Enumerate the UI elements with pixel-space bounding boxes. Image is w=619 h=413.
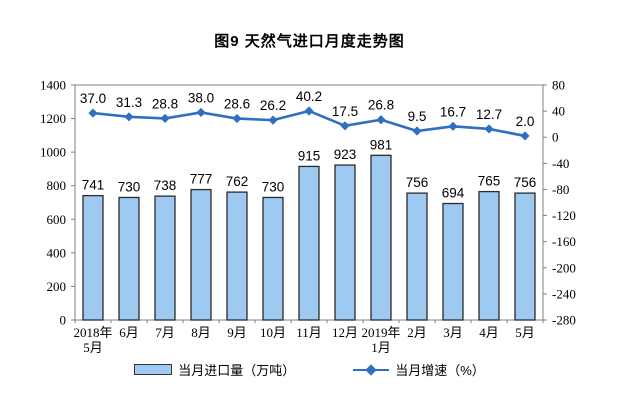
x-axis-label: 6月: [119, 325, 139, 340]
line-value-label: 9.5: [408, 109, 427, 124]
legend: 当月进口量（万吨） 当月增速（%）: [0, 360, 619, 379]
left-axis-tick-label: 400: [47, 245, 67, 260]
left-axis-tick-label: 1400: [40, 78, 66, 93]
legend-growth-label: 当月增速（%）: [395, 363, 485, 378]
right-axis-tick-label: -240: [552, 286, 576, 301]
bar-8: [370, 154, 392, 321]
x-axis-label: 11月: [296, 325, 322, 340]
bar-value-label: 765: [478, 174, 501, 189]
line-value-label: 37.0: [80, 91, 106, 106]
diamond-marker-icon: [88, 108, 98, 118]
right-axis-tick-label: 0: [552, 130, 559, 145]
bar-value-label: 756: [514, 175, 537, 190]
diamond-marker-icon: [232, 113, 242, 124]
bar-value-label: 756: [406, 175, 429, 190]
bar-11: [478, 190, 500, 321]
bar-3: [190, 188, 212, 321]
bar-1: [118, 196, 140, 321]
left-axis-tick-label: 800: [47, 178, 67, 193]
bar-value-label: 730: [118, 179, 141, 194]
bar-5: [262, 196, 284, 321]
x-axis-label: 3月: [443, 325, 463, 340]
line-value-label: 26.8: [368, 98, 394, 113]
diamond-marker-icon: [365, 363, 377, 376]
bar-7: [334, 164, 356, 321]
right-axis-tick-label: -280: [552, 313, 576, 328]
x-axis-label: 7月: [155, 325, 175, 340]
line-value-label: 31.3: [116, 95, 142, 110]
diamond-marker-icon: [520, 131, 530, 141]
diamond-marker-icon: [268, 115, 278, 125]
line-value-label: 26.2: [260, 98, 286, 113]
right-axis-tick-label: 40: [552, 104, 565, 119]
chart-title: 图9 天然气进口月度走势图: [214, 33, 405, 50]
bar-0: [82, 194, 104, 321]
diamond-marker-icon: [124, 112, 134, 122]
line-value-label: 40.2: [296, 89, 322, 104]
line-value-label: 28.8: [152, 96, 178, 111]
left-axis-tick-label: 600: [47, 212, 67, 227]
legend-imports-label: 当月进口量（万吨）: [178, 363, 296, 378]
x-axis-label: 10月: [260, 325, 286, 340]
bar-value-label: 762: [226, 174, 249, 189]
bar-value-label: 923: [334, 147, 357, 162]
bar-value-label: 741: [82, 178, 105, 193]
line-value-label: 17.5: [332, 104, 358, 119]
bar-9: [406, 192, 428, 321]
right-axis-tick-label: -200: [552, 260, 576, 275]
left-axis-tick-label: 1000: [40, 145, 66, 160]
left-axis-tick-label: 0: [60, 313, 67, 328]
x-axis-label: 4月: [479, 325, 499, 340]
x-axis-label: 2018年 5月: [73, 325, 112, 355]
right-axis-tick-label: -160: [552, 234, 576, 249]
right-axis-tick-label: -120: [552, 208, 576, 223]
diamond-marker-icon: [376, 115, 386, 125]
x-axis-label: 12月: [332, 325, 358, 340]
legend-item-imports: 当月进口量（万吨）: [134, 360, 295, 379]
bar-6: [298, 165, 320, 321]
bar-value-label: 981: [370, 137, 393, 152]
diamond-marker-icon: [160, 113, 170, 124]
bar-value-label: 694: [442, 186, 465, 201]
line-value-label: 38.0: [188, 90, 214, 105]
line-value-label: 2.0: [516, 114, 535, 129]
bar-value-label: 777: [190, 172, 213, 187]
bar-4: [226, 191, 248, 321]
bar-value-label: 738: [154, 178, 177, 193]
diamond-marker-icon: [196, 107, 206, 118]
x-axis-label: 8月: [191, 325, 211, 340]
bar-10: [442, 202, 464, 321]
x-axis-label: 2月: [407, 325, 427, 340]
x-axis-label: 5月: [515, 325, 535, 340]
diamond-marker-icon: [448, 121, 458, 131]
diamond-marker-icon: [484, 124, 494, 134]
diamond-marker-icon: [304, 106, 314, 116]
right-axis-tick-label: 80: [552, 78, 565, 93]
diamond-marker-icon: [340, 121, 350, 131]
bar-value-label: 730: [262, 179, 285, 194]
line-swatch-icon: [353, 363, 390, 376]
left-axis-tick-label: 200: [47, 279, 67, 294]
diamond-marker-icon: [412, 126, 422, 136]
right-axis-tick-label: -80: [552, 182, 569, 197]
left-axis-tick-label: 1200: [40, 111, 66, 126]
bar-swatch-icon: [134, 364, 173, 375]
x-axis-label: 2019年 1月: [361, 325, 400, 355]
bar-2: [154, 195, 176, 321]
bar-value-label: 915: [298, 148, 321, 163]
line-value-label: 16.7: [440, 104, 466, 119]
line-value-label: 12.7: [476, 107, 502, 122]
right-axis-tick-label: -40: [552, 156, 569, 171]
bar-12: [514, 192, 536, 321]
legend-item-growth: 当月增速（%）: [353, 360, 485, 379]
x-axis-label: 9月: [227, 325, 247, 340]
line-value-label: 28.6: [224, 97, 250, 112]
